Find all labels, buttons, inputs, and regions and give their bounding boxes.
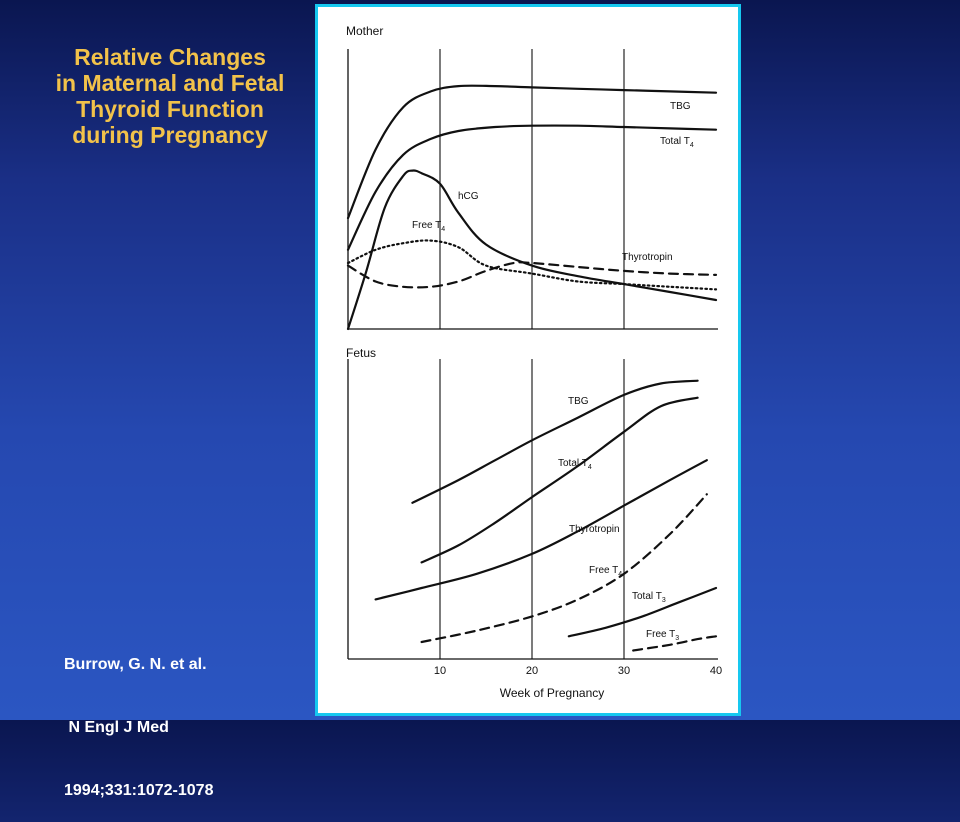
fetus-panel-label: Fetus [346,346,376,360]
mother-series-label-tbg: TBG [670,101,691,112]
mother-series-tbg [346,84,718,220]
title-line: Thyroid Function [76,96,264,122]
title-line: during Pregnancy [72,122,268,148]
citation-line: N Engl J Med [64,719,169,736]
fetus-series-label-thyrotropin: Thyrotropin [569,524,620,535]
mother-series-label-total-t4: Total T4 [660,136,694,149]
figure-svg: Mother TBG Total T4 hCG Free T4 Thyrotropin Fe… [346,24,722,700]
fetus-series-label-total-t3: Total T3 [632,591,666,604]
citation-line: Burrow, G. N. et al. [64,656,207,673]
mother-series-thyrotropin [346,261,718,289]
fetus-series-label-free-t4: Free T4 [589,565,622,578]
fetus-series-free-t3 [632,635,718,652]
fetus-x-tick-10: 10 [434,665,446,677]
fetus-series-free-t4 [420,493,708,644]
fetus-x-axis-label: Week of Pregnancy [500,686,605,700]
citation-line: 1994;331:1072-1078 [64,782,214,799]
figure-frame: Mother TBG Total T4 hCG Free T4 Thyrotropin Fe… [315,4,741,716]
fetus-series-label-free-t3: Free T3 [646,629,679,642]
citation: Burrow, G. N. et al. N Engl J Med 1994;3… [64,612,213,822]
fetus-series-tbg [411,379,699,504]
mother-series-label-hcg: hCG [458,191,479,202]
fetus-x-tick-30: 30 [618,665,630,677]
fetus-x-tick-40: 40 [710,665,722,677]
mother-series-label-free-t4: Free T4 [412,220,445,233]
fetus-series-total-t3 [567,586,718,638]
fetus-series-label-total-t4: Total T4 [558,458,592,471]
fetus-series-thyrotropin [374,459,708,601]
slide-title: Relative Changes in Maternal and Fetal T… [20,44,320,148]
fetus-series-label-tbg: TBG [568,396,589,407]
title-line: in Maternal and Fetal [55,70,285,96]
mother-series-label-thyrotropin: Thyrotropin [622,252,673,263]
title-line: Relative Changes [74,44,266,70]
mother-panel-label: Mother [346,24,383,38]
mother-series-free-t4 [346,239,718,291]
fetus-series-total-t4 [420,396,699,564]
fetus-x-tick-20: 20 [526,665,538,677]
mother-series-total-t4 [346,124,718,251]
